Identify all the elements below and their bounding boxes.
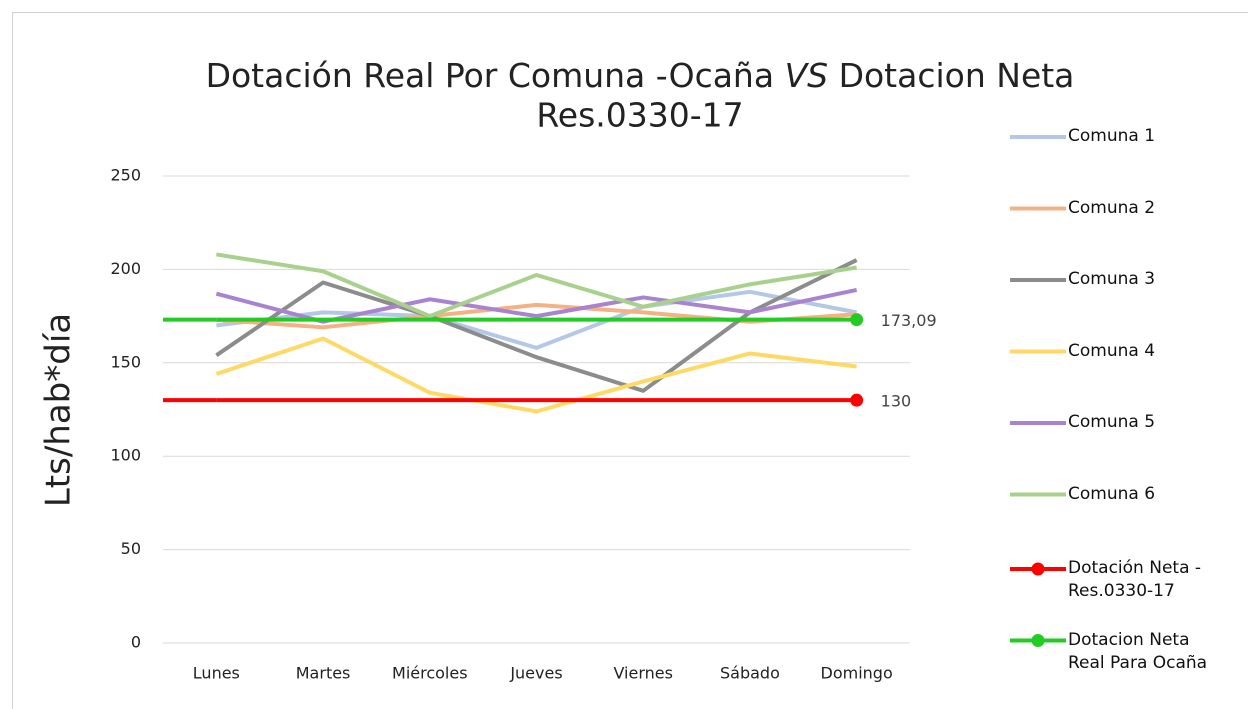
data-label: 173,09 bbox=[881, 311, 937, 330]
x-tick-label: Domingo bbox=[821, 664, 893, 683]
x-tick-label: Jueves bbox=[509, 664, 562, 683]
x-tick-label: Miércoles bbox=[392, 664, 468, 683]
legend-label: Dotacion Neta Real Para Ocaña bbox=[1068, 629, 1208, 673]
x-tick-label: Sábado bbox=[720, 664, 780, 683]
legend-label: Comuna 3 bbox=[1068, 269, 1156, 289]
legend-marker bbox=[1031, 634, 1045, 647]
x-tick-label: Martes bbox=[296, 664, 351, 683]
series-line bbox=[216, 252, 857, 319]
legend-label: Comuna 6 bbox=[1068, 483, 1156, 504]
y-axis-label: Lts/hab*día bbox=[39, 313, 79, 507]
y-tick-label: 250 bbox=[110, 166, 141, 185]
legend-label: Comuna 1 bbox=[1068, 126, 1156, 146]
x-tick-label: Viernes bbox=[613, 664, 673, 683]
series-line bbox=[215, 336, 857, 414]
x-tick-label: Lunes bbox=[193, 664, 240, 683]
legend-label: Comuna 2 bbox=[1068, 197, 1156, 218]
chart-title: Res.0330-17 bbox=[536, 96, 743, 135]
data-label: 130 bbox=[881, 392, 912, 411]
point-marker bbox=[850, 313, 864, 327]
y-tick-label: 0 bbox=[131, 633, 141, 652]
y-tick-label: 50 bbox=[121, 539, 141, 558]
y-tick-label: 200 bbox=[110, 259, 141, 278]
legend-label: Comuna 5 bbox=[1068, 412, 1156, 432]
series-line bbox=[215, 287, 858, 324]
series-line bbox=[216, 289, 858, 350]
legend-marker bbox=[1031, 562, 1045, 576]
chart-border bbox=[12, 12, 1248, 709]
series-line bbox=[216, 302, 857, 330]
point-marker bbox=[850, 393, 864, 407]
y-tick-label: 150 bbox=[110, 352, 141, 371]
legend-label: Dotación Neta - Res.0330-17 bbox=[1068, 558, 1202, 601]
legend-label: Comuna 4 bbox=[1068, 340, 1156, 361]
y-tick-label: 100 bbox=[110, 446, 141, 465]
chart-title: Dotación Real Por Comuna -Ocaña VS Dotac… bbox=[206, 56, 1075, 95]
